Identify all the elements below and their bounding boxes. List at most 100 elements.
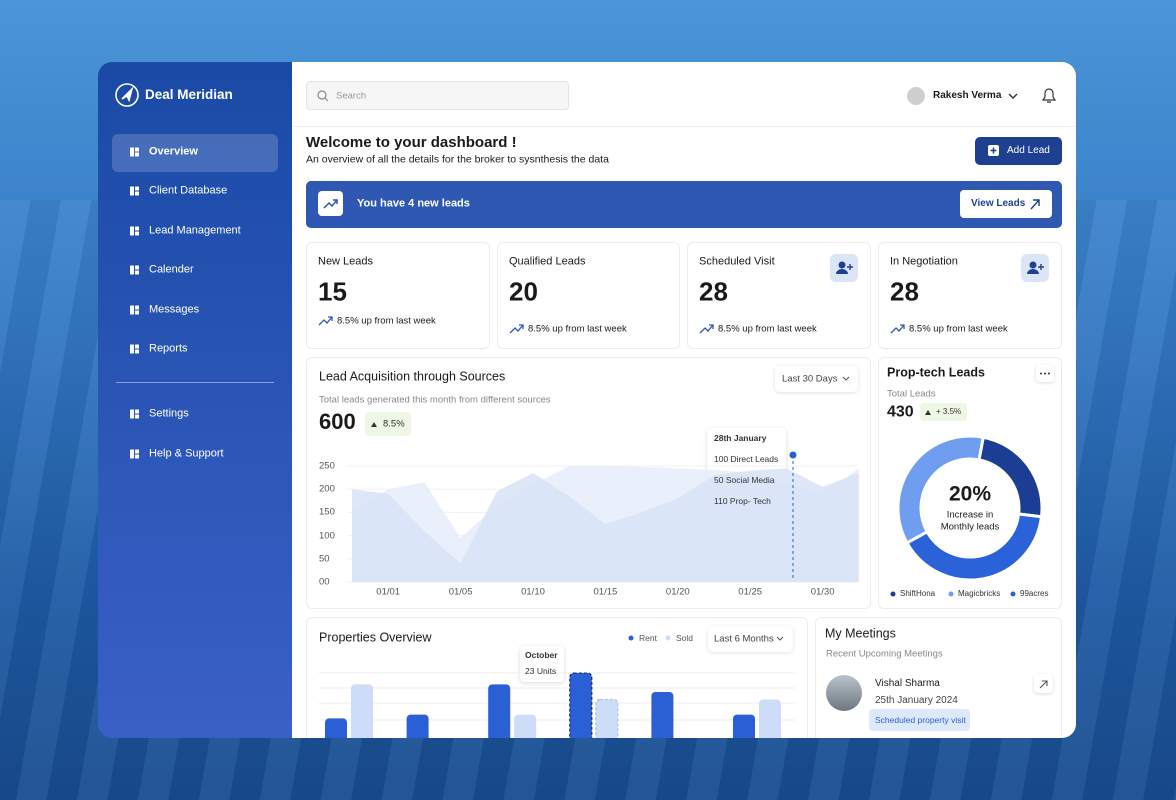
nav-icon [135,226,139,231]
nav-icon [135,409,139,414]
trend-icon [890,324,905,334]
y-tick-label: 100 [319,529,335,541]
x-tick-label: 01/20 [665,586,690,598]
card-title: Properties Overview [319,630,432,645]
x-tick-label: 01/05 [448,586,473,598]
card-title: Prop-tech Leads [887,365,985,380]
stat-value: 28 [890,276,919,307]
user-name[interactable]: Rakesh Verma [933,90,1002,101]
nav-icon [135,454,139,459]
card-subtitle: Total leads generated this month from di… [319,394,551,406]
badge-text: + 3.5% [936,407,962,417]
user-avatar [907,87,925,105]
trend-icon [318,316,333,326]
stat-card [306,242,490,349]
stat-label: Scheduled Visit [699,255,775,268]
nav-item[interactable]: Reports [149,342,188,355]
nav-active [112,134,278,172]
divider [116,382,274,383]
legend-dot [628,635,634,641]
tooltip-line: 100 Direct Leads [714,453,779,464]
meeting-tag-text: Scheduled property visit [875,714,966,725]
total: 430 [887,403,914,421]
y-tick-label: 50 [319,553,330,565]
nav-icon [135,265,139,270]
meeting-date: 25th January 2024 [875,695,958,706]
search-box[interactable] [306,81,569,110]
stat-value: 15 [318,276,347,307]
stat-label: In Negotiation [890,255,958,268]
bar [325,718,347,738]
area [352,468,859,582]
stat-icon[interactable] [1021,254,1049,282]
avatar [826,675,862,711]
stat-value: 28 [699,276,728,307]
card-title: My Meetings [825,626,896,641]
view-leads-button[interactable] [960,190,1052,218]
y-tick-label: 150 [319,506,335,518]
bell[interactable] [1041,88,1057,103]
banner [306,181,1062,228]
open-button[interactable] [1034,674,1053,693]
nav-icon [135,310,139,315]
nav-icon [130,147,134,157]
nav-icon [135,152,139,157]
center-value: 20% [948,482,992,506]
stat-icon[interactable] [830,254,858,282]
dropdown-label[interactable]: Last 30 Days [782,373,838,385]
dropdown-label[interactable]: Last 6 Months [714,633,774,645]
legend-label: Rent [639,632,657,643]
bar [759,699,781,738]
search-placeholder[interactable]: Search [336,90,367,102]
search-icon [317,90,329,102]
plus-icon [988,145,999,156]
center-text: Monthly leads [940,520,1000,532]
legend-label: 99acres [1020,589,1049,599]
nav-item[interactable]: Messages [149,303,200,316]
brand: Deal Meridian [145,86,233,102]
legend-label: Sold [676,632,694,643]
bar [514,714,537,738]
stat-trend: 8.5% up from last week [337,315,436,327]
nav-icon [130,265,134,275]
trend-icon [323,199,338,209]
card-title: Lead Acquisition through Sources [319,369,506,384]
nav-icon [135,186,139,191]
nav-icon [135,449,139,454]
nav-item[interactable]: Lead Management [149,224,241,237]
nav-item[interactable]: Client Database [149,184,228,197]
button-label[interactable]: Add Lead [1007,145,1050,156]
bar [488,684,511,738]
nav-icon [130,449,134,459]
x-tick-label: 01/15 [593,586,618,598]
nav-icon [135,270,139,275]
nav-icon [130,305,134,315]
dropdown[interactable] [775,366,858,392]
chevron[interactable] [1008,93,1018,99]
nav-icon [130,186,134,196]
nav-icon [135,147,139,152]
nav-icon [135,231,139,236]
bar [733,714,755,738]
nav-icon [130,226,134,236]
legend-label: ShiftHona [900,589,936,599]
nav-item[interactable]: Settings [149,407,189,420]
stat-card [497,242,680,349]
button-label[interactable]: View Leads [971,198,1026,209]
nav-item[interactable]: Help & Support [149,447,224,460]
stat-value: 20 [509,276,538,307]
card-subtitle: Total Leads [887,388,936,400]
nav-item[interactable]: Overview [149,145,198,158]
person-add-icons [836,261,1044,274]
badge [365,412,411,436]
header-line [292,126,1076,127]
bar [595,698,619,738]
tooltip-line: 50 Social Media [714,474,775,485]
stat-card [878,242,1062,349]
nav-icon [135,414,139,419]
nav-item[interactable]: Calender [149,263,194,276]
arrow-icon [1030,199,1040,210]
